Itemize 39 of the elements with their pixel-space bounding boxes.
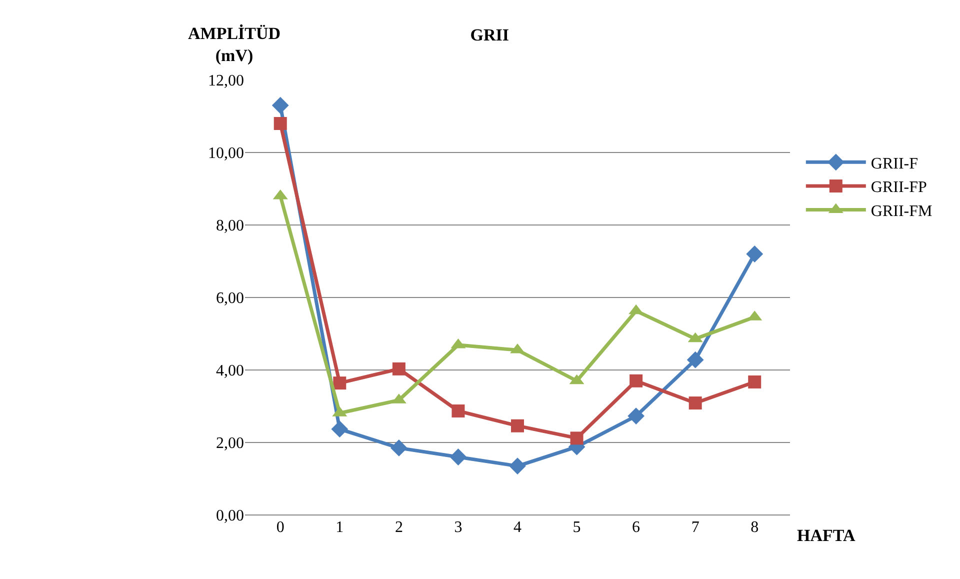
point — [390, 439, 408, 456]
point — [688, 396, 702, 410]
legend-label: GRII-FP — [870, 179, 928, 196]
y-tick-label: 12,00 — [208, 72, 244, 90]
y-axis-title: AMPLİTÜD (mV) — [188, 24, 281, 66]
point — [511, 419, 524, 432]
y-tick-label: 6,00 — [216, 290, 244, 308]
x-tick-label: 8 — [750, 519, 759, 536]
point — [272, 96, 289, 114]
y-tick-label: 10,00 — [208, 145, 244, 162]
x-tick-label: 7 — [691, 519, 700, 536]
point — [748, 375, 762, 388]
x-axis-title: HAFTA — [797, 526, 856, 545]
chart-title: GRII — [470, 26, 510, 45]
y-tick-label: 4,00 — [216, 362, 244, 380]
x-tick-label: 3 — [454, 519, 462, 536]
x-tick-label: 5 — [572, 519, 581, 536]
point — [452, 404, 465, 418]
point — [570, 432, 584, 445]
point — [450, 448, 467, 466]
y-tick-label: 2,00 — [216, 435, 244, 452]
x-tick-label: 0 — [276, 519, 284, 536]
point — [509, 458, 526, 475]
x-tick-label: 4 — [514, 519, 522, 536]
y-tick-label: 8,00 — [216, 218, 244, 235]
point — [630, 374, 643, 388]
legend-label: GRII-FM — [870, 202, 932, 220]
point — [746, 246, 764, 262]
point — [333, 376, 346, 390]
point — [686, 351, 704, 368]
point — [628, 408, 645, 424]
y-tick-label: 0,00 — [216, 508, 244, 525]
legend-label: GRII-F — [870, 155, 918, 172]
x-tick-label: 2 — [394, 519, 403, 536]
point — [392, 362, 406, 376]
point — [331, 420, 348, 438]
x-tick-label: 1 — [336, 519, 344, 536]
point — [274, 117, 287, 130]
x-tick-label: 6 — [632, 519, 640, 536]
